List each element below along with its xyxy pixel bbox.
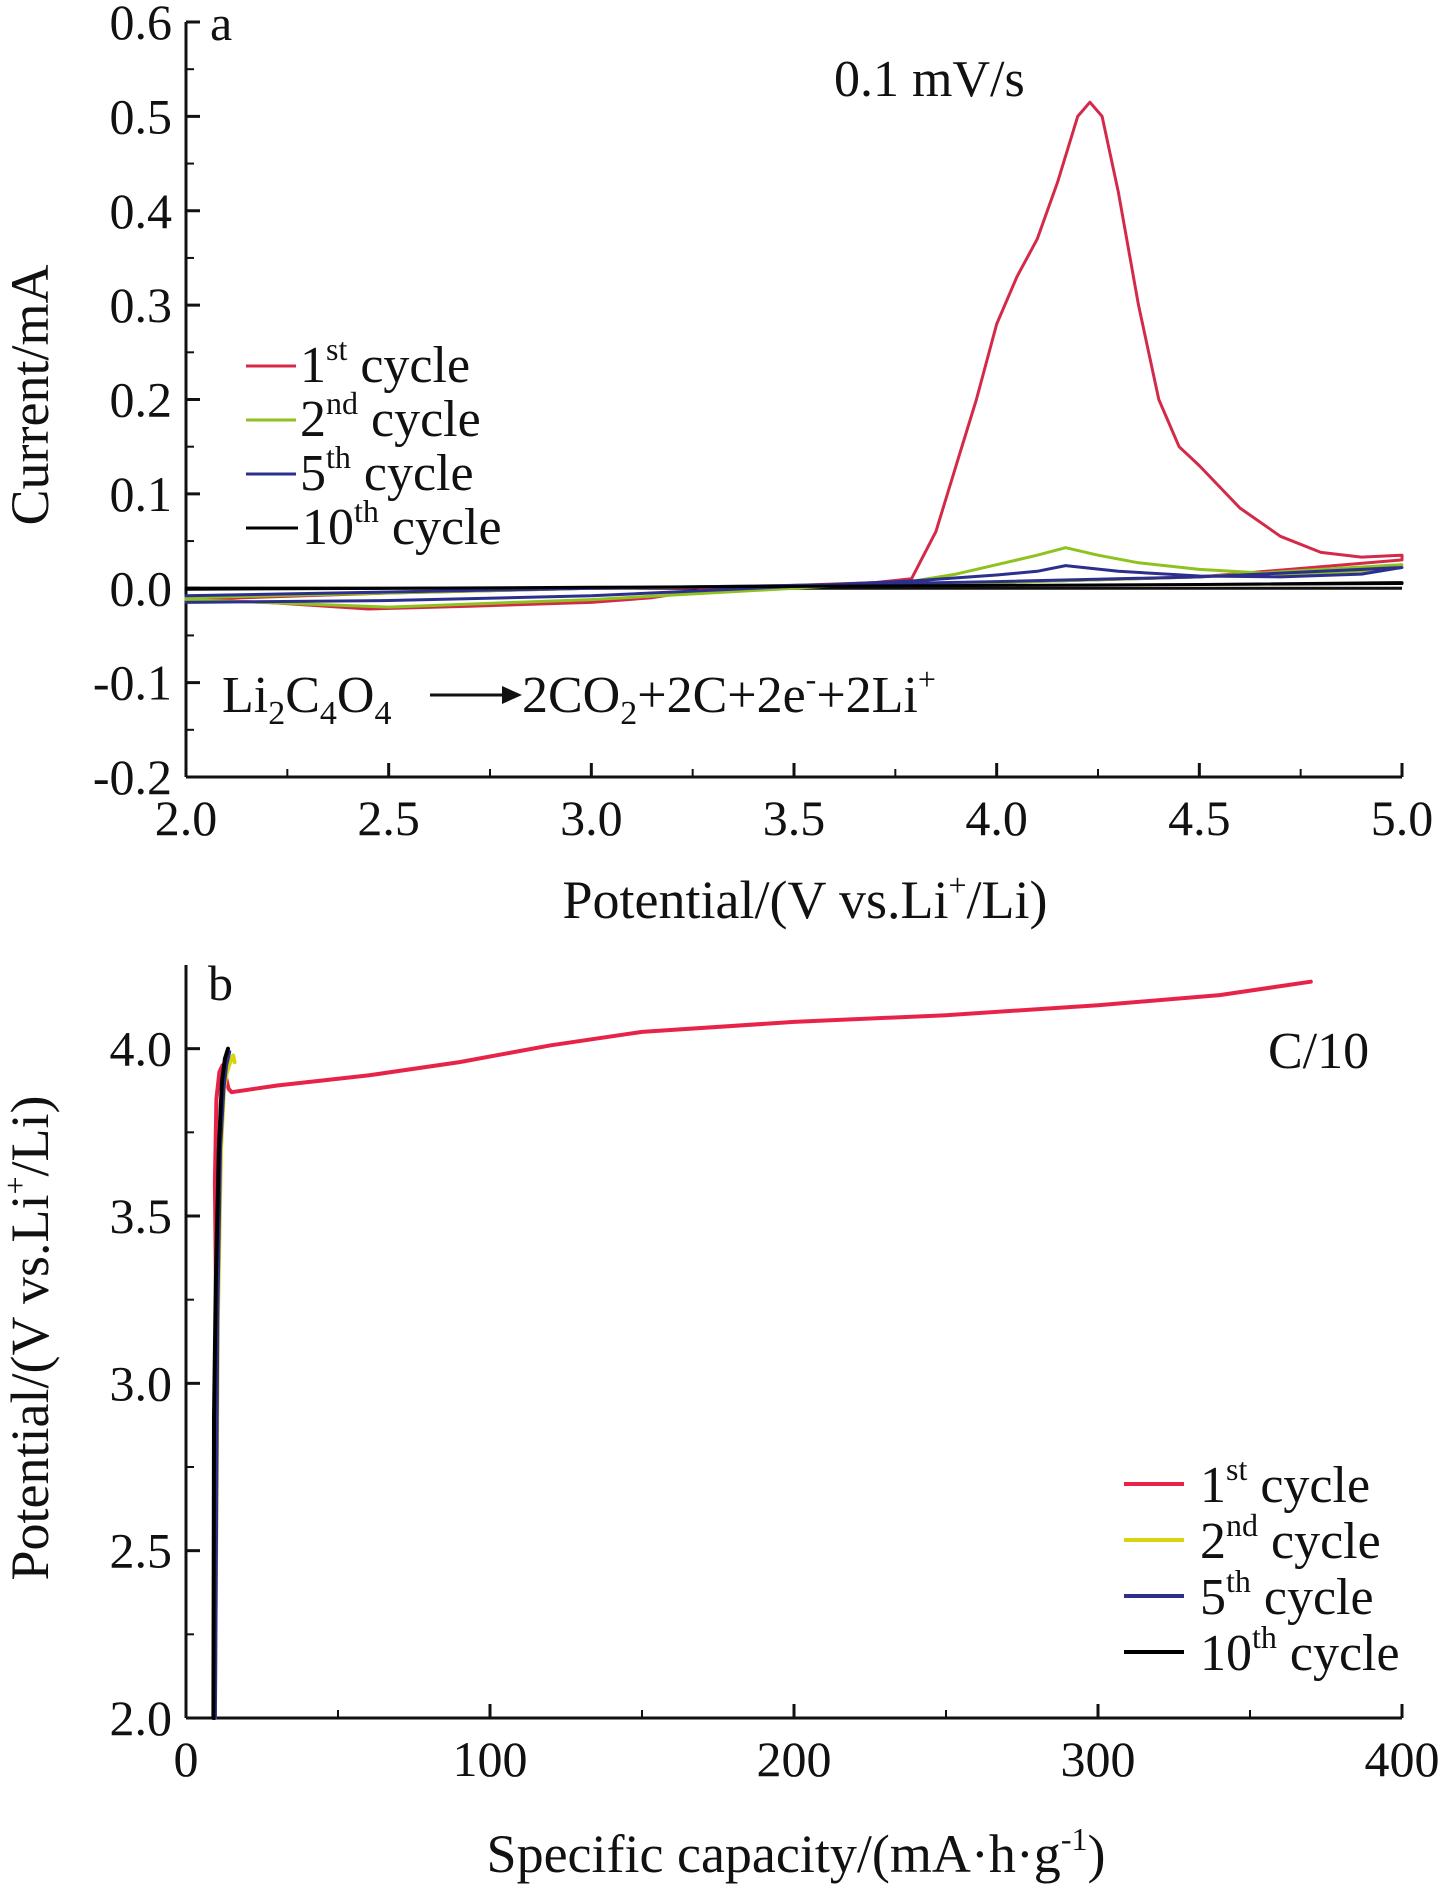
reaction-arrowhead [502, 686, 522, 704]
legend-a-1st-cycle: 1st cycle [246, 331, 470, 394]
x-tick-label: 3.0 [560, 790, 623, 846]
scan-rate-annotation: 0.1 mV/s [834, 51, 1025, 108]
legend-b-10th-cycle: 10th cycle [1124, 1619, 1400, 1682]
legend-b-2nd-cycle: 2nd cycle [1124, 1507, 1381, 1570]
series-10th-cycle [211, 1046, 230, 1720]
x-tick-label: 300 [1061, 1731, 1136, 1787]
panel-a-axes: 2.0 2.5 3.0 3.5 4.0 4.5 5.0 0.6 0.5 0.4 0.3 0.2 0.1 0… [93, 0, 1433, 846]
legend-a-2nd-cycle: 2nd cycle [246, 385, 481, 448]
y-tick-label: 3.0 [110, 1355, 173, 1411]
svg-text:10th cycle: 10th cycle [1200, 1619, 1400, 1682]
x-tick-label: 0 [174, 1731, 199, 1787]
svg-text:2nd cycle: 2nd cycle [300, 385, 481, 448]
y-tick-label: 2.5 [110, 1523, 173, 1579]
svg-text:2CO2+2C+2e-+2Li+: 2CO2+2C+2e-+2Li+ [522, 661, 936, 732]
x-tick-label: 100 [453, 1731, 528, 1787]
panel-b-legend: 1st cycle 2nd cycle 5th cycle 10th cycle [1124, 1451, 1400, 1682]
reaction-equation: Li2C4O4 2CO2+2C+2e-+2Li+ [222, 661, 936, 732]
y-tick-label: 4.0 [110, 1021, 173, 1077]
panel-a: 2.0 2.5 3.0 3.5 4.0 4.5 5.0 0.6 0.5 0.4 0.3 0.2 0.1 0… [0, 0, 1433, 930]
y-tick-label: 0.1 [110, 466, 173, 522]
rate-annotation: C/10 [1268, 1023, 1369, 1080]
x-tick-label: 200 [757, 1731, 832, 1787]
y-tick-label: 0.6 [110, 0, 173, 50]
x-tick-label: 3.5 [763, 790, 826, 846]
panel-b-series [211, 979, 1313, 1720]
series-1st-cycle [212, 979, 1313, 1336]
y-tick-label: 0.0 [110, 560, 173, 616]
svg-text:Li2C4O4: Li2C4O4 [222, 667, 391, 732]
legend-b-5th-cycle: 5th cycle [1124, 1563, 1374, 1626]
svg-text:1st cycle: 1st cycle [300, 331, 470, 394]
x-tick-label: 4.0 [965, 790, 1028, 846]
svg-text:1st cycle: 1st cycle [1200, 1451, 1370, 1514]
panel-a-x-axis-title: Potential/(V vs.Li+/Li) [562, 867, 1047, 930]
x-tick-label: 5.0 [1371, 790, 1434, 846]
y-tick-label: 0.4 [110, 183, 173, 239]
panel-b-axes: 0 100 200 300 400 4.0 3.5 3.0 2.5 2.0 [110, 965, 1440, 1787]
x-tick-label: 4.5 [1168, 790, 1231, 846]
panel-a-legend: 1st cycle 2nd cycle 5th cycle 10th cycle [246, 331, 502, 556]
svg-text:5th cycle: 5th cycle [1200, 1563, 1374, 1626]
y-tick-label: -0.2 [93, 749, 172, 805]
x-tick-label: 2.5 [357, 790, 420, 846]
panel-b-label: b [208, 955, 233, 1011]
legend-a-5th-cycle: 5th cycle [246, 439, 474, 502]
panel-b: 0 100 200 300 400 4.0 3.5 3.0 2.5 2.0 b C/10 Pote… [0, 955, 1440, 1884]
svg-text:5th cycle: 5th cycle [300, 439, 474, 502]
y-tick-label: 0.3 [110, 277, 173, 333]
series-10th-cycle [184, 581, 1404, 591]
svg-text:2nd cycle: 2nd cycle [1200, 1507, 1381, 1570]
legend-b-1st-cycle: 1st cycle [1124, 1451, 1370, 1514]
x-tick-label: 2.0 [155, 790, 218, 846]
y-tick-label: -0.1 [93, 655, 172, 711]
panel-a-series [184, 100, 1404, 611]
y-tick-label: 0.5 [110, 88, 173, 144]
panel-b-x-axis-title: Specific capacity/(mA·h·g-1) [487, 1821, 1106, 1884]
panel-b-y-axis-title: Potential/(V vs.Li+/Li) [0, 1095, 60, 1580]
y-tick-label: 3.5 [110, 1188, 173, 1244]
y-tick-label: 0.2 [110, 372, 173, 428]
x-tick-label: 400 [1365, 1731, 1440, 1787]
legend-a-10th-cycle: 10th cycle [246, 493, 502, 556]
panel-a-label: a [210, 0, 232, 51]
panel-a-y-axis-title: Current/mA [0, 265, 60, 526]
y-tick-label: 2.0 [110, 1690, 173, 1746]
svg-text:10th cycle: 10th cycle [302, 493, 502, 556]
